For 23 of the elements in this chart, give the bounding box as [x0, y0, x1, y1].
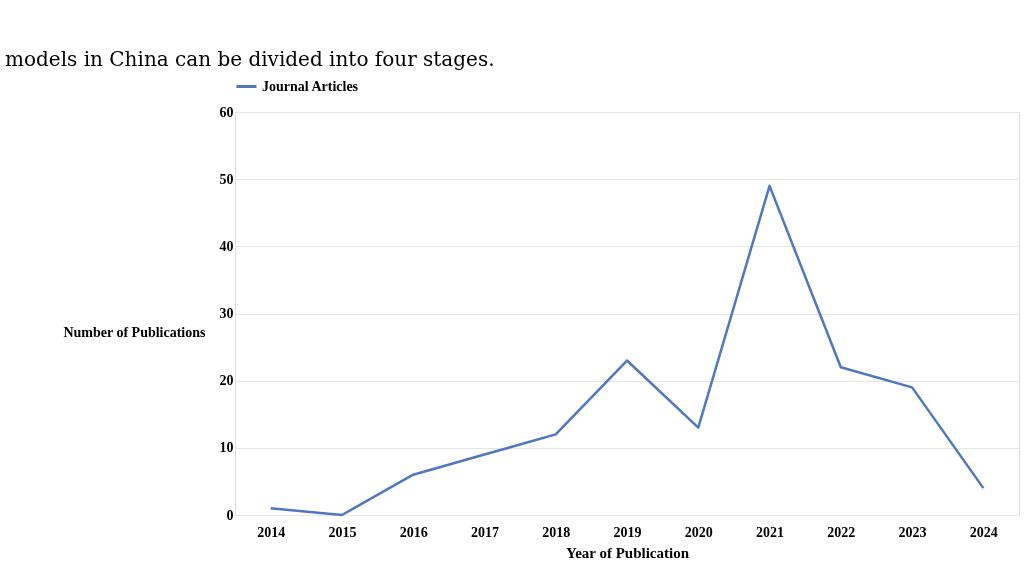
x-tick-label: 2017 [470, 524, 499, 540]
y-tick-label: 60 [219, 104, 234, 120]
x-tick-label: 2019 [613, 524, 642, 540]
legend-label: Journal Articles [262, 78, 359, 94]
y-tick-label: 0 [226, 507, 234, 523]
line-series [269, 184, 985, 517]
x-tick-label: 2024 [969, 524, 998, 540]
x-tick-label: 2021 [756, 524, 785, 540]
x-tick-label: 2016 [399, 524, 428, 540]
x-axis-title: Year of Publication [565, 544, 690, 561]
y-tick-label: 10 [219, 440, 234, 456]
text: models in China can be divided into four stages. [5, 47, 495, 71]
y-tick-label: 40 [219, 238, 234, 254]
y-tick-label: 30 [219, 306, 234, 321]
y-tick-label: 50 [219, 171, 234, 187]
x-tick-label: 2020 [684, 524, 713, 540]
y-tick-label: 20 [219, 373, 234, 389]
x-tick-label: 2014 [257, 524, 286, 540]
y-axis-title: Number of Publications [63, 324, 207, 340]
x-tick-label: 2022 [827, 524, 856, 540]
x-tick-label: 2023 [898, 524, 927, 540]
x-tick-label: 2015 [328, 524, 357, 540]
x-tick-label: 2018 [542, 524, 571, 540]
